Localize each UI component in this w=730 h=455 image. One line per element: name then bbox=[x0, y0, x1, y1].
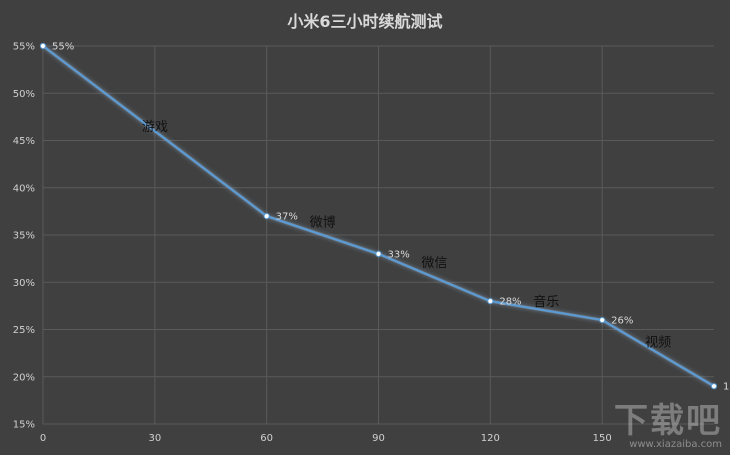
series-layer bbox=[39, 42, 718, 390]
y-tick-label: 50% bbox=[13, 89, 35, 100]
x-tick-label: 30 bbox=[148, 433, 161, 444]
x-tick-label: 120 bbox=[481, 433, 500, 444]
y-tick-label: 45% bbox=[13, 136, 35, 147]
x-tick-label: 90 bbox=[372, 433, 385, 444]
data-point bbox=[39, 42, 47, 50]
annotation-label: 游戏 bbox=[142, 120, 168, 135]
annotation-label: 视频 bbox=[645, 336, 671, 351]
annotation-label: 微博 bbox=[310, 215, 336, 230]
chart-title: 小米6三小时续航测试 bbox=[287, 12, 443, 31]
grid-layer bbox=[42, 45, 714, 425]
data-label: 37% bbox=[276, 212, 298, 223]
x-tick-label: 150 bbox=[593, 433, 612, 444]
y-tick-label: 15% bbox=[13, 420, 35, 431]
watermark-url: www.xiazaiba.com bbox=[629, 439, 722, 450]
annotation-label: 音乐 bbox=[533, 294, 559, 310]
data-point bbox=[710, 383, 718, 390]
data-label: 19% bbox=[723, 382, 730, 393]
annotation-label: 微信 bbox=[421, 256, 447, 271]
data-label: 28% bbox=[499, 297, 521, 308]
axis-layer: 15% 20% 25% 30% 35% 40% 45% 50% 55% 0 30 60 90 120 150 bbox=[13, 42, 612, 445]
data-point bbox=[599, 316, 606, 324]
y-tick-label: 20% bbox=[13, 372, 35, 383]
data-label: 26% bbox=[611, 316, 633, 327]
data-point bbox=[263, 213, 270, 220]
data-label: 55% bbox=[52, 42, 74, 53]
y-tick-label: 30% bbox=[13, 278, 35, 289]
x-tick-label: 60 bbox=[260, 433, 273, 444]
watermark-logo-text: 下载吧 bbox=[614, 401, 722, 441]
data-label: 33% bbox=[388, 249, 410, 260]
data-point bbox=[375, 250, 382, 257]
y-tick-label: 35% bbox=[13, 231, 35, 242]
watermark: 下载吧 www.xiazaiba.com bbox=[614, 403, 722, 451]
x-tick-label: 0 bbox=[40, 433, 46, 444]
series-line bbox=[42, 45, 715, 388]
data-point bbox=[487, 298, 494, 305]
y-tick-label: 25% bbox=[13, 325, 35, 336]
y-tick-label: 40% bbox=[13, 183, 35, 194]
y-tick-label: 55% bbox=[13, 42, 35, 53]
